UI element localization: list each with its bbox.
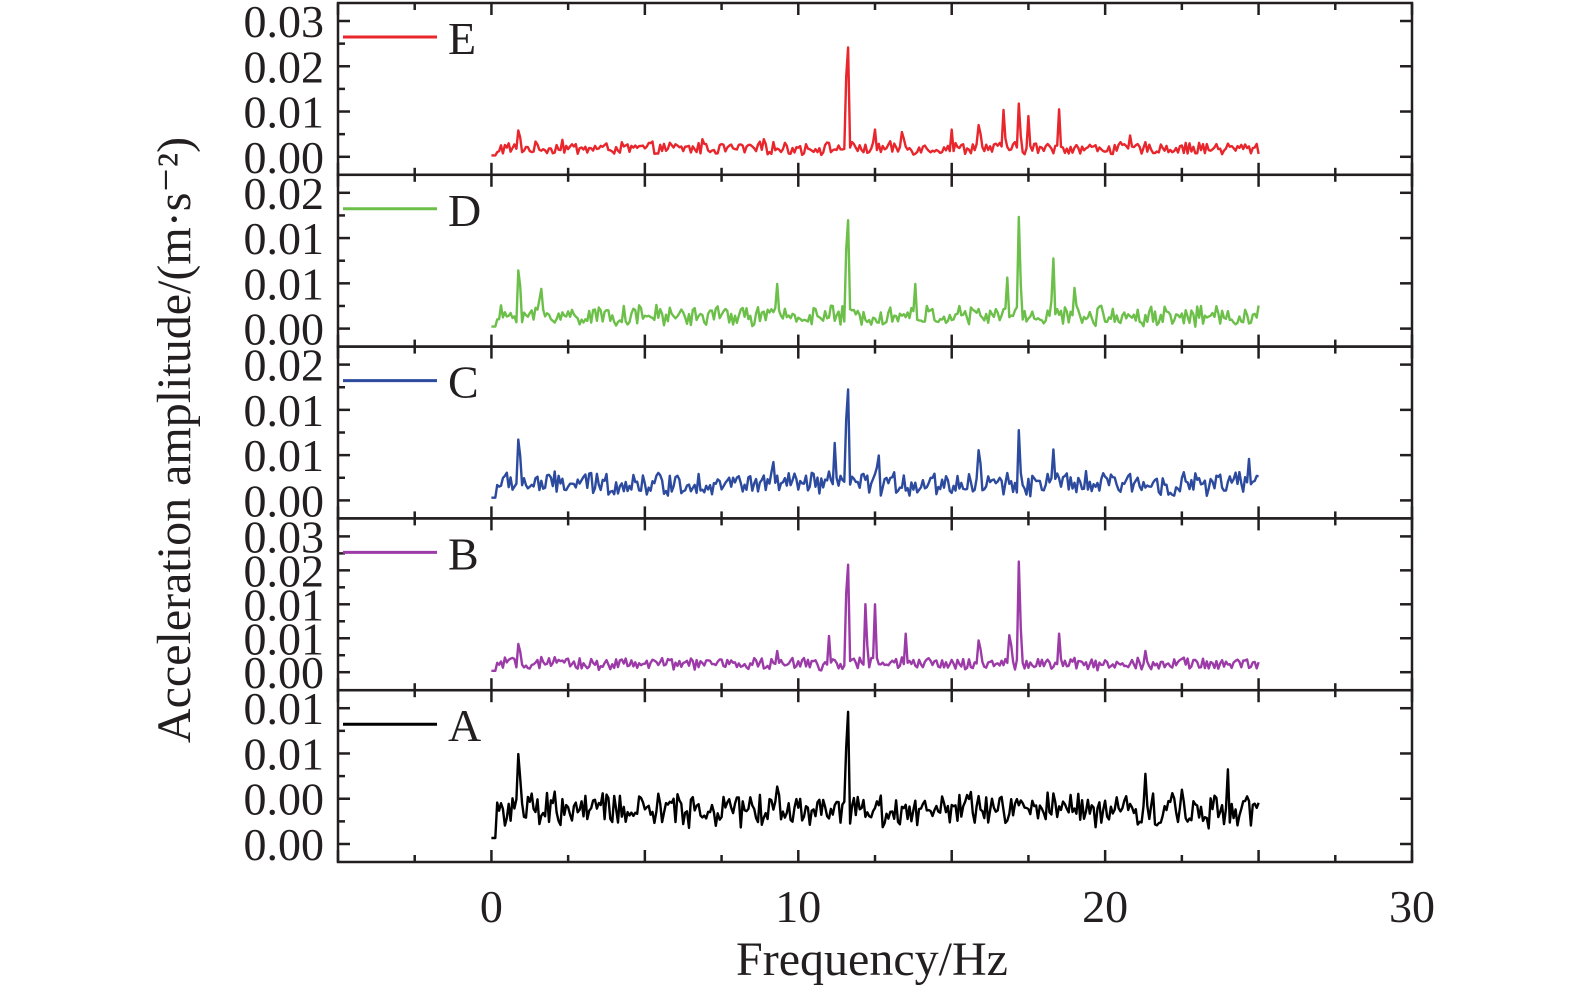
series-line-E	[491, 46, 1260, 157]
y-tick-label: 0.01	[244, 258, 325, 309]
y-tick-label: 0.02	[244, 545, 325, 596]
panel-A: 0.000.000.010.01 A	[244, 683, 1414, 870]
y-tick-label: 0.00	[244, 819, 325, 870]
panel-E: 0.000.010.020.03 E	[244, 0, 1414, 183]
legend-label-C: C	[448, 357, 479, 408]
y-axis-title: Acceleration amplitude/(m·s⁻²)	[148, 137, 201, 743]
y-tick-label: 0.01	[244, 613, 325, 664]
x-tick-label: 10	[775, 881, 821, 932]
y-tick-label: 0.01	[244, 579, 325, 630]
x-tick-label: 20	[1082, 881, 1128, 932]
y-tick-label: 0.01	[244, 683, 325, 734]
legend-label-B: B	[448, 528, 479, 579]
series-line-B	[491, 560, 1260, 672]
panel-frame	[336, 345, 1414, 520]
x-tick-label: 0	[480, 881, 503, 932]
panel-B: 0.000.010.010.020.03 B	[244, 511, 1414, 698]
y-tick-label: 0.02	[244, 340, 325, 391]
y-tick-label: 0.01	[244, 385, 325, 436]
legend-label-D: D	[448, 185, 481, 236]
y-tick-label: 0.01	[244, 87, 325, 138]
series-line-A	[491, 710, 1260, 840]
x-tick-label: 30	[1389, 881, 1435, 932]
y-tick-label: 0.00	[244, 647, 325, 698]
y-tick-label: 0.00	[244, 774, 325, 825]
panel-C: 0.000.010.010.02 C	[244, 340, 1414, 526]
y-tick-label: 0.02	[244, 168, 325, 219]
y-tick-label: 0.01	[244, 728, 325, 779]
y-tick-label: 0.02	[244, 41, 325, 92]
y-tick-label: 0.01	[244, 213, 325, 264]
panel-D: 0.000.010.010.02 D	[244, 168, 1414, 355]
y-tick-label: 0.03	[244, 511, 325, 562]
y-tick-label: 0.00	[244, 304, 325, 355]
series-line-C	[491, 388, 1259, 499]
y-tick-label: 0.03	[244, 0, 325, 47]
y-tick-label: 0.00	[244, 475, 325, 526]
series-line-D	[491, 215, 1260, 328]
legend-label-E: E	[448, 13, 476, 64]
x-axis-title: Frequency/Hz	[736, 933, 1008, 986]
legend-label-A: A	[448, 700, 481, 751]
y-tick-label: 0.01	[244, 430, 325, 481]
panel-frame	[336, 688, 1414, 864]
y-tick-label: 0.00	[244, 132, 325, 183]
